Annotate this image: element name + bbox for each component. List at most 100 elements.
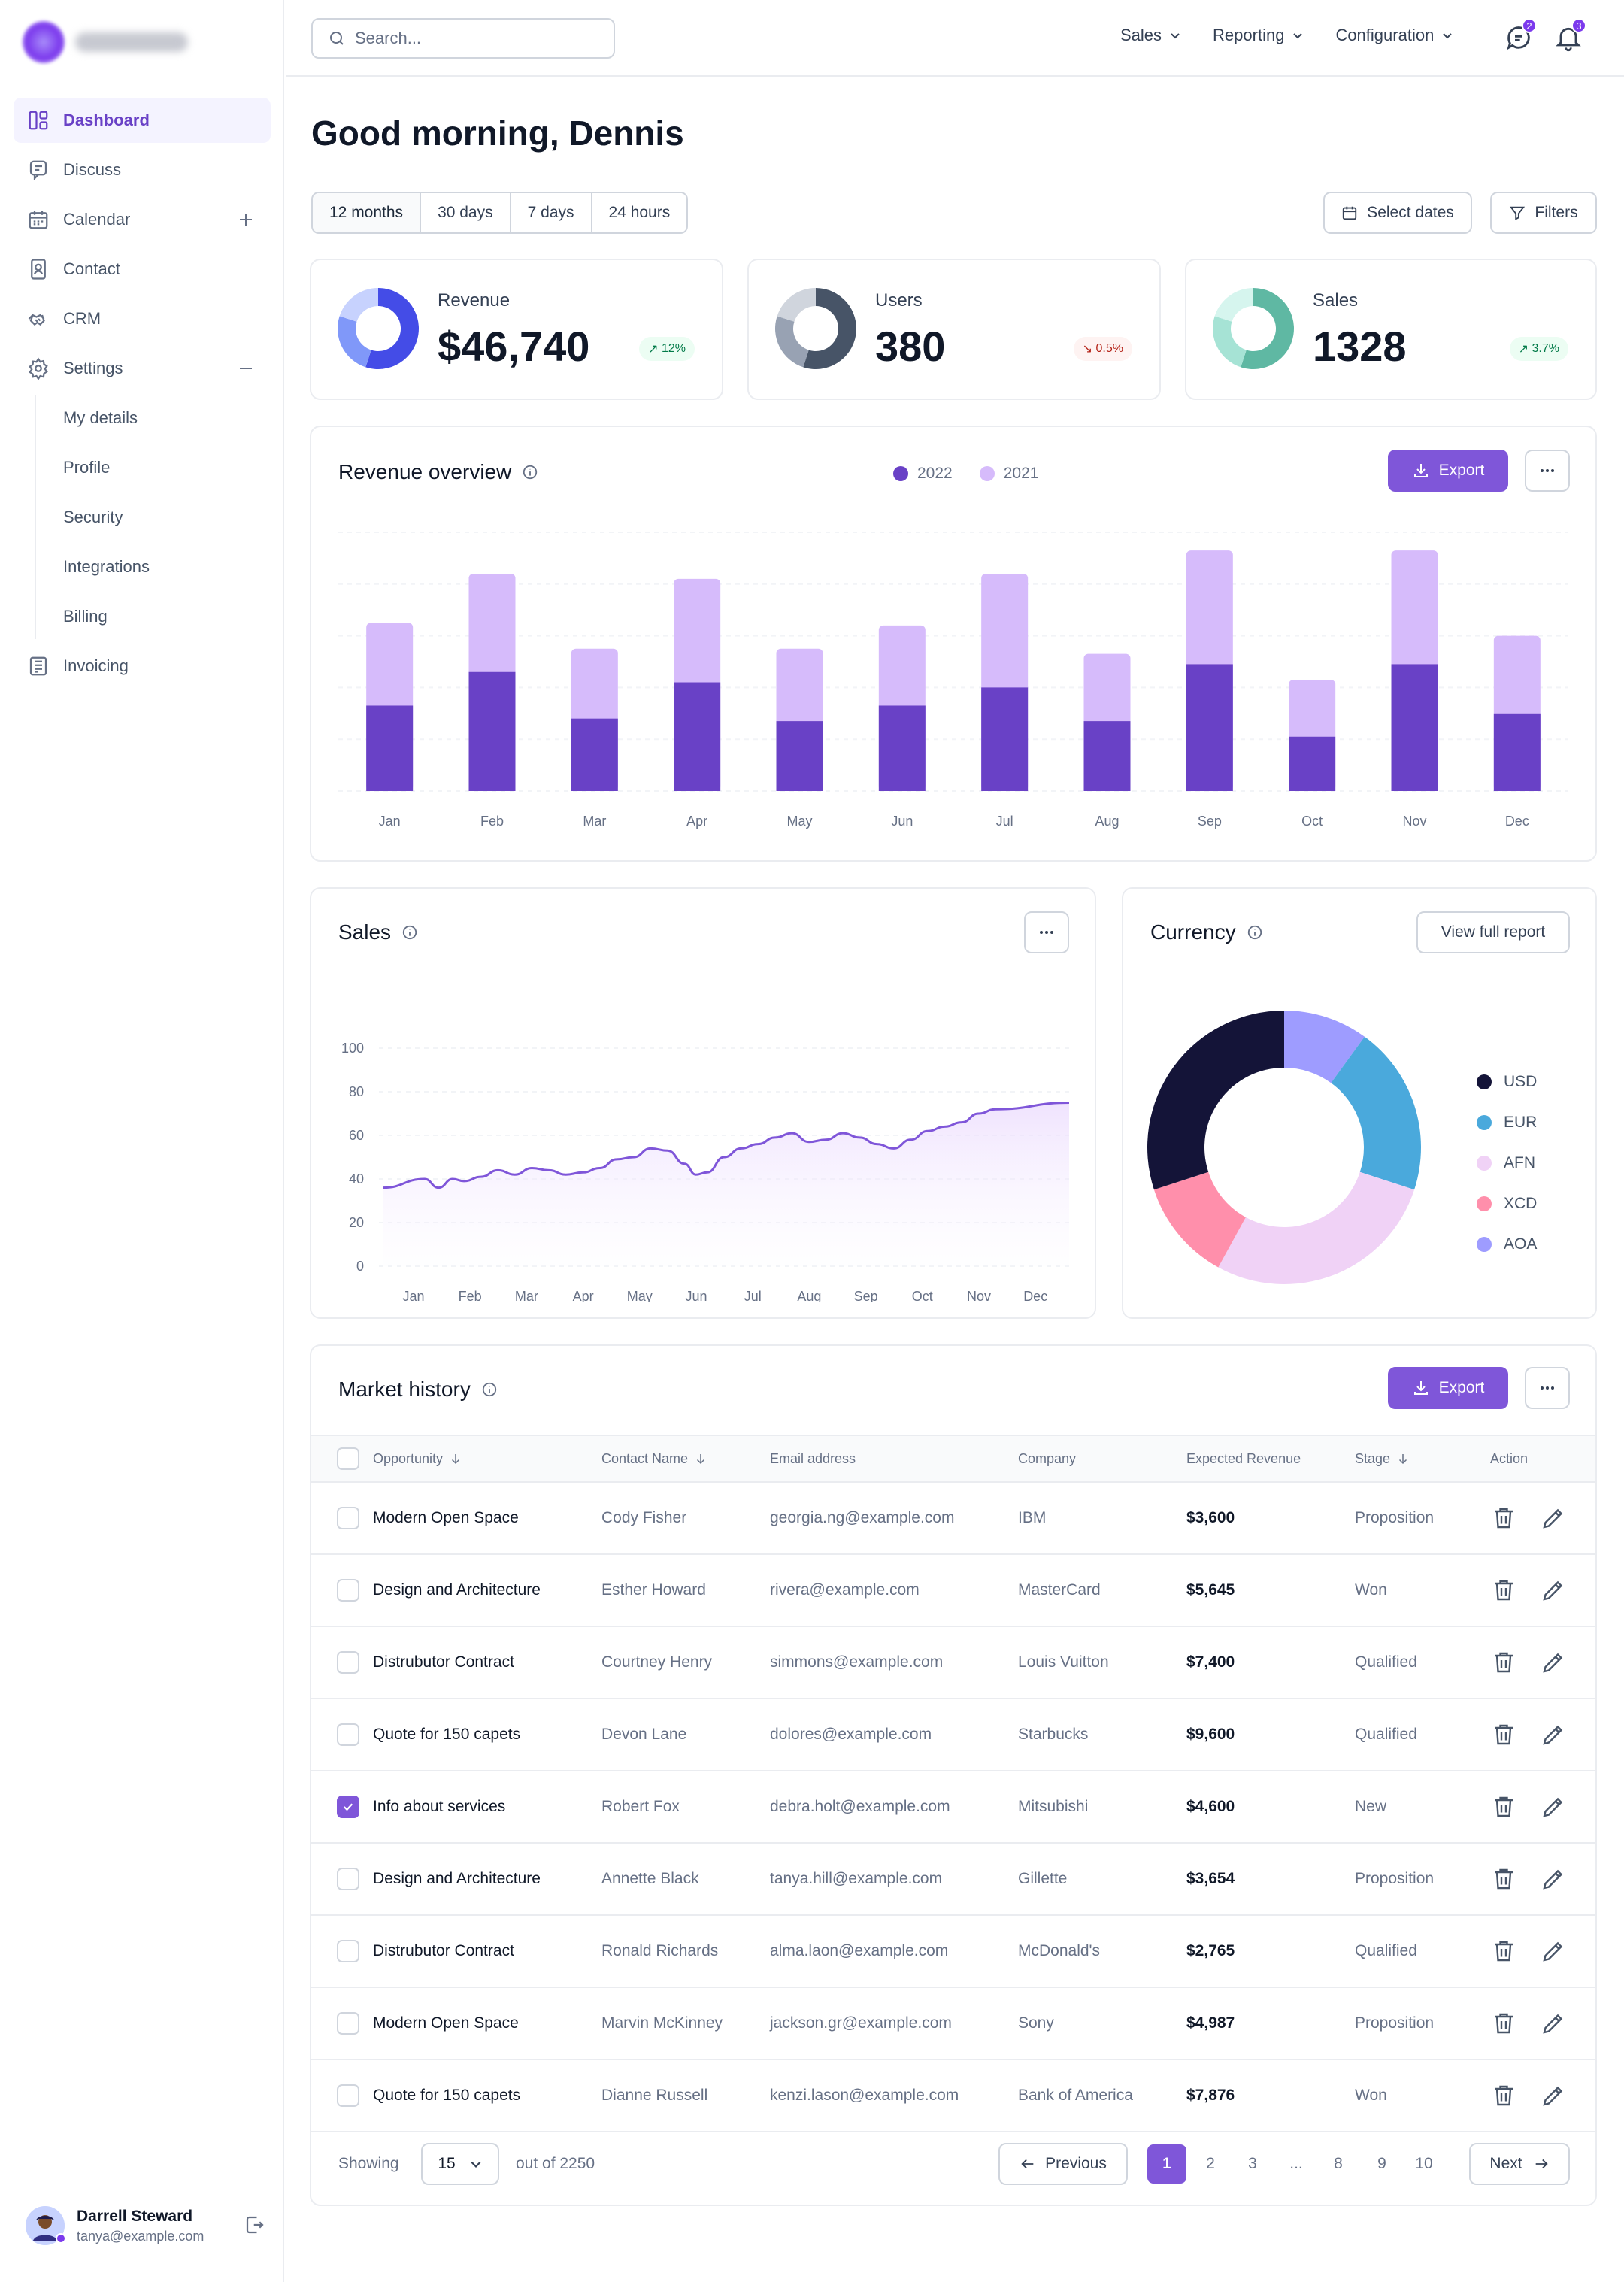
table-row[interactable]: Modern Open Space Cody Fisher georgia.ng@e… [311, 1483, 1595, 1555]
page-number-button[interactable]: 10 [1415, 2155, 1433, 2172]
edit-pencil-icon[interactable] [1540, 1505, 1567, 1532]
row-checkbox[interactable] [337, 1940, 359, 1962]
revenue-export-button[interactable]: Export [1388, 450, 1508, 492]
edit-pencil-icon[interactable] [1540, 2082, 1567, 2109]
menu-reporting[interactable]: Reporting [1213, 26, 1304, 45]
legend-item-afn: AFN [1477, 1143, 1537, 1183]
chevron-down-icon [471, 2161, 481, 2168]
edit-pencil-icon[interactable] [1540, 1577, 1567, 1604]
filters-button[interactable]: Filters [1490, 192, 1597, 234]
market-more-button[interactable] [1525, 1367, 1570, 1409]
range-12-months[interactable]: 12 months [313, 193, 422, 232]
column-contact-name[interactable]: Contact Name [601, 1436, 707, 1481]
row-checkbox[interactable] [337, 1579, 359, 1602]
column-action: Action [1490, 1436, 1528, 1481]
view-full-report-button[interactable]: View full report [1416, 911, 1570, 953]
row-checkbox[interactable] [337, 1651, 359, 1674]
table-row[interactable]: Design and Architecture Annette Black tany… [311, 1844, 1595, 1916]
edit-pencil-icon[interactable] [1540, 1865, 1567, 1893]
sidebar-subitem-integrations[interactable]: Integrations [36, 544, 271, 589]
table-row[interactable]: Design and Architecture Esther Howard rive… [311, 1555, 1595, 1627]
donut-slice-aoa [1284, 1011, 1365, 1083]
sidebar-item-crm[interactable]: CRM [14, 296, 271, 341]
sidebar-item-dashboard[interactable]: Dashboard [14, 98, 271, 143]
page-number-button[interactable]: 9 [1377, 2155, 1386, 2172]
revenue-more-button[interactable] [1525, 450, 1570, 492]
range-30-days[interactable]: 30 days [421, 193, 511, 232]
table-row[interactable]: Distrubutor Contract Ronald Richards alma.… [311, 1916, 1595, 1988]
table-row[interactable]: Distrubutor Contract Courtney Henry simmon… [311, 1627, 1595, 1699]
previous-page-button[interactable]: Previous [998, 2143, 1128, 2185]
x-tick-label: Oct [912, 1289, 933, 1302]
messages-button[interactable]: 2 [1504, 18, 1537, 53]
sidebar-item-calendar[interactable]: Calendar [14, 197, 271, 242]
page-number-button[interactable]: 2 [1206, 2155, 1215, 2172]
select-all-checkbox[interactable] [337, 1447, 359, 1470]
sidebar-item-invoicing[interactable]: Invoicing [14, 644, 271, 689]
trash-icon[interactable] [1490, 1649, 1517, 1676]
page-number-button[interactable]: 8 [1334, 2155, 1343, 2172]
search-box[interactable] [311, 18, 615, 59]
donut-slice-usd [1147, 1011, 1284, 1190]
table-row[interactable]: Info about services Robert Fox debra.holt@… [311, 1771, 1595, 1844]
sales-more-button[interactable] [1024, 911, 1069, 953]
range-7-days[interactable]: 7 days [511, 193, 592, 232]
cell-email: debra.holt@example.com [770, 1798, 950, 1815]
edit-pencil-icon[interactable] [1540, 2010, 1567, 2037]
sidebar-subitem-security[interactable]: Security [36, 495, 271, 540]
logout-icon[interactable] [244, 2214, 266, 2236]
edit-pencil-icon[interactable] [1540, 1938, 1567, 1965]
row-checkbox[interactable] [337, 2084, 359, 2107]
trash-icon[interactable] [1490, 1865, 1517, 1893]
page-number-button[interactable]: 1 [1147, 2144, 1186, 2184]
column-opportunity[interactable]: Opportunity [373, 1436, 462, 1481]
menu-sales[interactable]: Sales [1120, 26, 1181, 45]
info-icon[interactable] [401, 924, 418, 941]
trash-icon[interactable] [1490, 1505, 1517, 1532]
notifications-button[interactable]: 3 [1553, 18, 1586, 53]
row-checkbox[interactable] [337, 1868, 359, 1890]
sidebar-item-discuss[interactable]: Discuss [14, 147, 271, 192]
table-row[interactable]: Quote for 150 capets Dianne Russell kenzi.… [311, 2060, 1595, 2132]
next-page-button[interactable]: Next [1469, 2143, 1570, 2185]
market-export-button[interactable]: Export [1388, 1367, 1508, 1409]
trash-icon[interactable] [1490, 1938, 1517, 1965]
edit-pencil-icon[interactable] [1540, 1793, 1567, 1820]
download-icon [1413, 464, 1428, 477]
page-number-button[interactable]: 3 [1248, 2155, 1257, 2172]
sidebar-user[interactable]: Darrell Steward tanya@example.com [26, 2203, 266, 2248]
info-icon[interactable] [522, 464, 538, 480]
search-input[interactable] [355, 29, 595, 48]
trash-icon[interactable] [1490, 2010, 1517, 2037]
minus-icon[interactable] [235, 357, 257, 380]
sidebar-item-contact[interactable]: Contact [14, 247, 271, 292]
currency-donut-chart [1147, 1011, 1421, 1284]
select-dates-button[interactable]: Select dates [1323, 192, 1472, 234]
info-icon[interactable] [1247, 924, 1263, 941]
info-icon[interactable] [481, 1381, 498, 1398]
table-row[interactable]: Modern Open Space Marvin McKinney jackson.… [311, 1988, 1595, 2060]
row-checkbox[interactable] [337, 1723, 359, 1746]
trash-icon[interactable] [1490, 1721, 1517, 1748]
edit-pencil-icon[interactable] [1540, 1721, 1567, 1748]
column-stage[interactable]: Stage [1355, 1436, 1410, 1481]
page-size-select[interactable]: 15 [421, 2143, 499, 2185]
trash-icon[interactable] [1490, 2082, 1517, 2109]
menu-configuration[interactable]: Configuration [1335, 26, 1453, 45]
sidebar-subitem-billing[interactable]: Billing [36, 594, 271, 639]
donut-segment [365, 288, 419, 369]
range-24-hours[interactable]: 24 hours [592, 193, 687, 232]
row-checkbox[interactable] [337, 1507, 359, 1529]
sidebar-item-settings[interactable]: Settings [14, 346, 271, 391]
sidebar-subitem-profile[interactable]: Profile [36, 445, 271, 490]
plus-icon[interactable] [235, 208, 257, 231]
sidebar-subitem-my-details[interactable]: My details [36, 395, 271, 441]
row-checkbox[interactable] [337, 2012, 359, 2035]
trash-icon[interactable] [1490, 1577, 1517, 1604]
trash-icon[interactable] [1490, 1793, 1517, 1820]
sales-title: Sales [338, 920, 418, 944]
app-logo[interactable] [23, 21, 188, 63]
table-row[interactable]: Quote for 150 capets Devon Lane dolores@ex… [311, 1699, 1595, 1771]
edit-pencil-icon[interactable] [1540, 1649, 1567, 1676]
row-checkbox[interactable] [337, 1796, 359, 1818]
